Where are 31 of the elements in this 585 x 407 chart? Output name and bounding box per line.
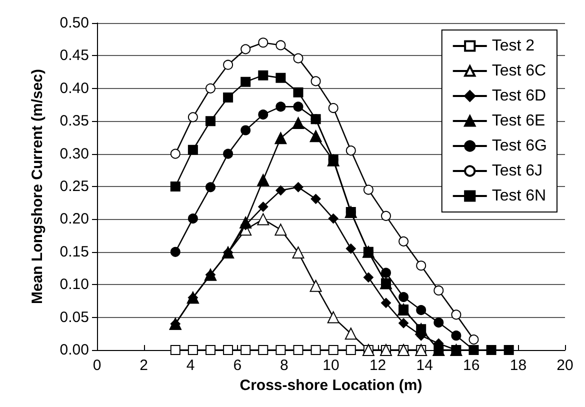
y-axis-title: Mean Longshore Current (m/sec) [29,68,46,304]
x-tick-label: 4 [186,357,195,374]
legend-label: Test 6G [492,138,548,154]
legend-label: Test 6C [492,62,546,80]
x-tick-label: 2 [140,357,148,374]
x-tick-label: 10 [322,357,340,374]
y-tick-label: 0.35 [60,112,89,130]
legend-label: Test 6E [492,112,546,130]
x-tick-label: 20 [556,357,574,374]
x-tick-label: 14 [416,357,433,374]
y-tick-label: 0.00 [60,342,89,358]
x-tick-label: 12 [369,357,386,374]
x-tick-label: 18 [510,357,527,374]
x-tick-label: 16 [463,357,480,374]
y-tick-label: 0.50 [60,14,89,32]
x-tick-label: 0 [92,357,102,374]
y-tick-label: 0.05 [60,308,89,326]
y-tick-label: 0.40 [60,80,89,97]
legend-label: Test 6J [492,162,543,180]
x-tick-label: 8 [280,357,288,374]
legend-label: Test 6D [492,88,546,104]
legend-label: Test 2 [492,38,535,54]
y-tick-label: 0.30 [60,145,89,162]
x-tick-label: 6 [233,357,242,374]
y-tick-label: 0.45 [60,47,89,64]
y-tick-label: 0.10 [60,276,89,294]
x-axis-title: Cross-shore Location (m) [240,377,422,394]
y-tick-label: 0.20 [60,210,89,228]
y-tick-label: 0.15 [60,243,89,260]
legend-label: Test 6N [492,188,546,204]
y-tick-label: 0.25 [60,178,89,195]
